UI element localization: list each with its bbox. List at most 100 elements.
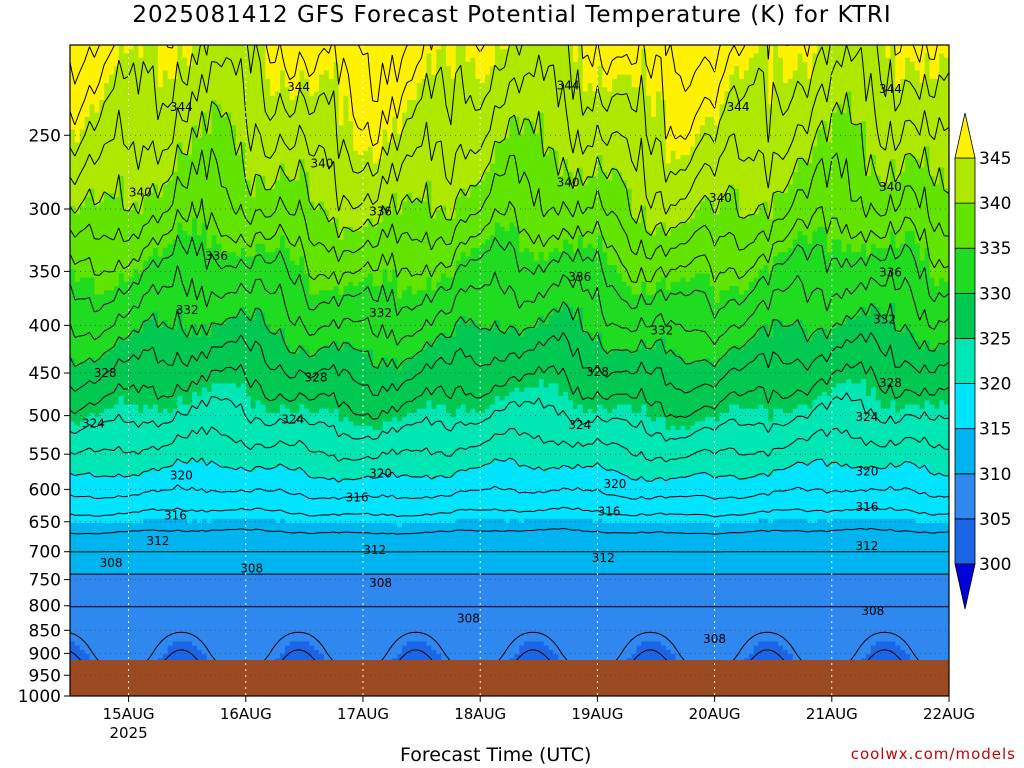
contour-fill-cell	[455, 57, 467, 63]
contour-fill-cell	[797, 404, 808, 410]
contour-fill-cell	[196, 391, 203, 397]
contour-fill-cell	[646, 49, 760, 55]
contour-fill-cell	[211, 99, 218, 105]
contour-fill-cell	[724, 99, 769, 105]
contour-fill-cell	[582, 307, 862, 313]
contour-fill-cell	[924, 256, 931, 262]
contour-fill-cell	[441, 654, 515, 659]
contour-fill-cell	[905, 324, 911, 329]
contour-fill-cell	[177, 154, 247, 160]
contour-fill-cell	[70, 451, 949, 456]
contour-fill-cell	[656, 345, 667, 351]
contour-fill-cell	[773, 518, 808, 524]
contour-fill-cell	[118, 396, 125, 401]
contour-fill-cell	[187, 518, 193, 524]
contour-line-328	[70, 332, 949, 397]
contour-fill-cell	[255, 400, 262, 406]
contour-fill-cell	[177, 49, 183, 55]
contour-fill-cell	[426, 197, 432, 203]
contour-fill-cell	[807, 61, 813, 67]
contour-fill-cell	[597, 74, 603, 80]
contour-fill-cell	[714, 121, 721, 126]
contour-fill-cell	[240, 248, 247, 253]
colorbar-top-arrow	[954, 112, 976, 159]
contour-fill-cell	[104, 408, 139, 414]
contour-fill-cell	[431, 61, 437, 67]
contour-fill-cell	[646, 413, 721, 418]
contour-fill-cell	[763, 201, 769, 207]
contour-fill-cell	[143, 260, 296, 266]
contour-fill-cell	[846, 248, 852, 253]
contour-fill-cell	[402, 522, 716, 528]
contour-fill-cell	[831, 391, 867, 397]
contour-label: 308	[703, 632, 726, 646]
contour-fill-cell	[924, 248, 931, 253]
contour-fill-cell	[133, 201, 139, 207]
contour-fill-cell	[870, 171, 877, 177]
credit-link[interactable]: coolwx.com/models	[850, 745, 1016, 763]
contour-fill-cell	[665, 421, 696, 427]
contour-fill-cell	[880, 404, 891, 410]
contour-fill-cell	[768, 53, 774, 59]
contour-fill-cell	[900, 408, 949, 414]
contour-fill-cell	[890, 180, 935, 186]
colorbar-bin	[954, 428, 976, 475]
contour-fill-cell	[402, 294, 716, 300]
contour-fill-cell	[475, 74, 486, 80]
contour-fill-cell	[792, 74, 808, 80]
contour-fill-cell	[314, 201, 320, 207]
contour-fill-cell	[162, 252, 237, 258]
contour-fill-cell	[143, 209, 330, 215]
contour-fill-cell	[338, 290, 345, 296]
contour-fill-cell	[641, 641, 662, 647]
contour-fill-cell	[382, 129, 389, 135]
contour-fill-cell	[157, 61, 179, 67]
contour-fill-cell	[348, 281, 354, 287]
contour-fill-cell	[895, 641, 949, 647]
contour-fill-cell	[70, 248, 154, 253]
contour-fill-cell	[338, 222, 369, 228]
contour-fill-cell	[807, 328, 818, 334]
contour-fill-cell	[944, 53, 949, 59]
contour-fill-cell	[328, 70, 335, 76]
contour-fill-cell	[529, 248, 555, 253]
contour-fill-cell	[812, 231, 828, 236]
contour-fill-cell	[631, 78, 642, 84]
contour-fill-cell	[836, 324, 896, 329]
contour-fill-cell	[387, 138, 393, 143]
contour-fill-cell	[343, 95, 349, 101]
contour-fill-cell	[196, 459, 203, 465]
contour-label: 316	[346, 490, 369, 504]
contour-fill-cell	[74, 269, 135, 275]
contour-fill-cell	[294, 467, 301, 473]
contour-line-334	[70, 234, 949, 319]
contour-fill-cell	[919, 70, 926, 76]
contour-fill-cell	[538, 379, 545, 384]
contour-fill-cell	[299, 83, 310, 88]
x-tick-label: 17AUG	[337, 705, 389, 723]
contour-fill-cell	[333, 70, 340, 76]
contour-fill-cell	[641, 209, 647, 215]
contour-fill-cell	[84, 649, 169, 655]
contour-fill-cell	[719, 413, 769, 418]
contour-fill-cell	[70, 467, 154, 473]
contour-fill-cell	[519, 243, 564, 249]
contour-fill-cell	[861, 248, 867, 253]
contour-fill-cell	[792, 239, 808, 245]
contour-fill-cell	[494, 396, 501, 401]
contour-fill-cell	[70, 290, 96, 296]
contour-fill-cell	[680, 277, 686, 283]
contour-fill-cell	[719, 108, 838, 114]
contour-fill-cell	[338, 476, 364, 482]
contour-label: 324	[568, 418, 591, 432]
contour-fill-cell	[153, 311, 159, 317]
contour-fill-cell	[240, 383, 247, 389]
contour-fill-cell	[670, 649, 755, 655]
contour-fill-cell	[665, 277, 682, 283]
contour-fill-cell	[489, 404, 574, 410]
contour-fill-cell	[338, 413, 408, 418]
contour-fill-cell	[587, 87, 594, 93]
contour-fill-cell	[538, 121, 545, 126]
contour-fill-cell	[167, 408, 174, 414]
contour-label: 328	[586, 365, 609, 379]
